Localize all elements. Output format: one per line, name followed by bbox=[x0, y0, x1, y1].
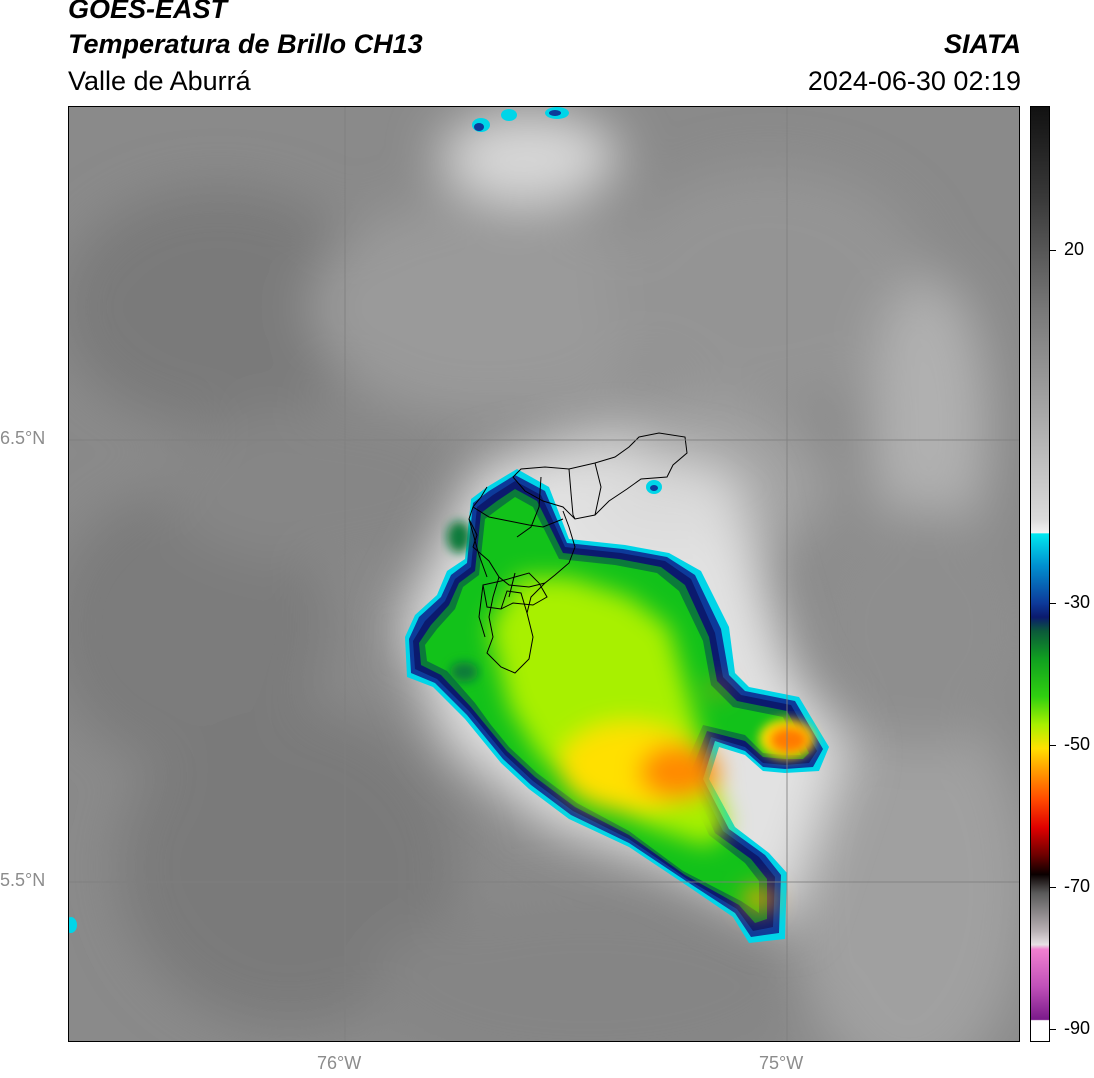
storm-core bbox=[489, 577, 775, 911]
colorbar-label-neg30: -30 bbox=[1064, 592, 1091, 612]
map-gridlines bbox=[69, 107, 1019, 1041]
municipal-boundaries bbox=[468, 432, 688, 674]
lat-label-5-5: 5.5°N bbox=[0, 870, 46, 890]
title-satellite: GOES-EAST bbox=[68, 0, 228, 24]
colorbar-tick-neg70 bbox=[1050, 887, 1056, 888]
title-organization: SIATA bbox=[944, 29, 1021, 59]
colorbar-gradient bbox=[1031, 107, 1049, 1041]
colorbar-label-neg90: -90 bbox=[1064, 1018, 1091, 1038]
colorbar-tick-neg90 bbox=[1050, 1029, 1056, 1030]
colorbar-tick-neg30 bbox=[1050, 603, 1056, 604]
colorbar-label-20: 20 bbox=[1064, 239, 1085, 259]
top-cold-spots bbox=[69, 107, 662, 933]
title-region: Valle de Aburrá bbox=[68, 66, 251, 96]
lon-label-76: 76°W bbox=[317, 1053, 362, 1073]
lon-label-75: 75°W bbox=[759, 1053, 804, 1073]
title-product: Temperatura de Brillo CH13 bbox=[68, 29, 423, 59]
colorbar-tick-20 bbox=[1050, 250, 1056, 251]
storm-dark-spots bbox=[447, 521, 478, 682]
title-datetime: 2024-06-30 02:19 bbox=[807, 66, 1021, 96]
map-canvas bbox=[69, 107, 1019, 1041]
temperature-colorbar bbox=[1030, 106, 1050, 1042]
colorbar-tick-neg50 bbox=[1050, 745, 1056, 746]
colorbar-label-neg50: -50 bbox=[1064, 734, 1091, 754]
satellite-map[interactable] bbox=[68, 106, 1020, 1042]
lat-label-6-5: 6.5°N bbox=[0, 428, 46, 448]
colorbar-label-neg70: -70 bbox=[1064, 876, 1091, 896]
